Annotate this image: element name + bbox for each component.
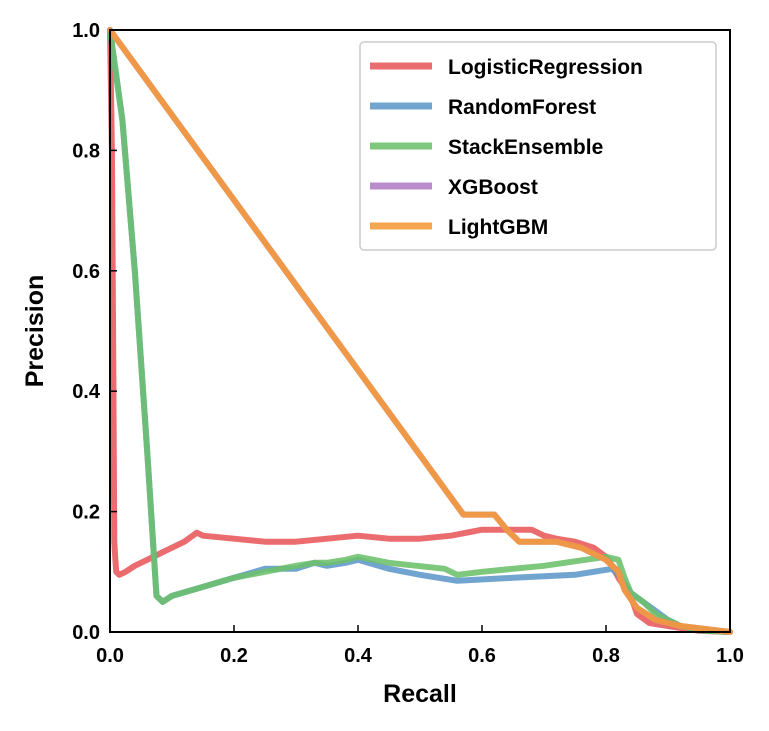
legend: LogisticRegression RandomForest StackEnsem… (359, 41, 717, 251)
y-tick-label: 0.6 (72, 261, 100, 283)
series-lines (107, 27, 733, 635)
x-axis-label: Recall (383, 680, 457, 708)
legend-label: LightGBM (448, 216, 548, 239)
y-tick-label: 0.0 (72, 622, 100, 644)
series-line-LightGBM (107, 27, 733, 635)
legend-label: RandomForest (448, 96, 596, 119)
x-axis-ticks: 0.0 0.2 0.4 0.6 0.8 1.0 (96, 625, 744, 667)
legend-label: XGBoost (448, 176, 538, 199)
series-line-StackEnsemble (107, 27, 733, 635)
x-tick-label: 0.0 (96, 645, 124, 667)
y-tick-label: 0.2 (72, 502, 100, 524)
x-tick-label: 0.6 (468, 645, 496, 667)
legend-label: StackEnsemble (448, 136, 603, 159)
y-tick-label: 0.8 (72, 140, 100, 162)
x-tick-label: 0.2 (220, 645, 248, 667)
x-tick-label: 0.4 (344, 645, 373, 667)
legend-box (359, 41, 717, 251)
y-axis-label: Precision (21, 275, 49, 388)
legend-label: LogisticRegression (448, 56, 643, 79)
x-tick-label: 0.8 (592, 645, 620, 667)
plot-frame (109, 29, 731, 633)
x-tick-label: 1.0 (716, 645, 744, 667)
y-tick-label: 1.0 (72, 20, 100, 42)
y-axis-ticks: 0.0 0.2 0.4 0.6 0.8 1.0 (72, 20, 117, 644)
y-tick-label: 0.4 (72, 381, 101, 403)
